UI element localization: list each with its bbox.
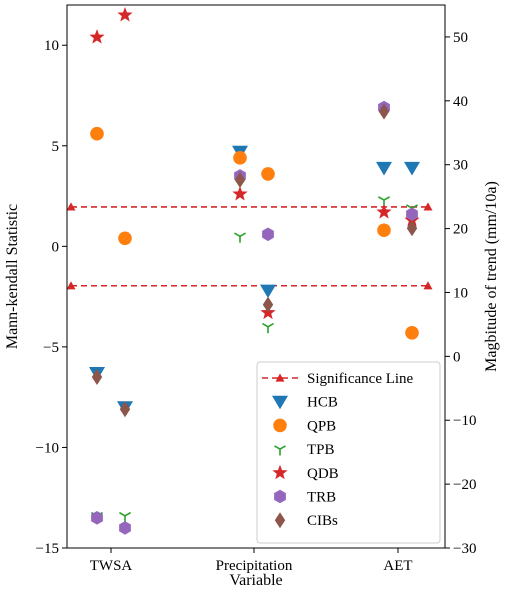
significance-marker xyxy=(423,281,433,290)
y-tick-label-left: 0 xyxy=(52,239,60,255)
legend-marker xyxy=(273,418,287,433)
plot-marks xyxy=(66,7,433,535)
series-tpb xyxy=(91,196,418,523)
data-point xyxy=(118,231,132,246)
y-tick-label-left: −15 xyxy=(36,541,59,557)
legend-marker xyxy=(274,445,286,456)
x-tick-label: Precipitation xyxy=(216,558,293,574)
x-axis-label: Variable xyxy=(229,572,282,589)
x-tick-label: TWSA xyxy=(90,558,133,574)
legend: Significance Line HCB QPB TPB QDB TRB CIBs xyxy=(256,361,441,544)
significance-marker xyxy=(423,202,433,211)
y-axis-label-left: Mann-kendall Statistic xyxy=(4,204,21,349)
legend-marker xyxy=(272,464,288,480)
legend-marker xyxy=(275,373,285,382)
series-qdb xyxy=(89,7,420,320)
data-point xyxy=(406,207,418,221)
legend-label: QDB xyxy=(307,466,339,482)
data-point xyxy=(376,161,392,176)
y-tick-label-left: −5 xyxy=(43,340,59,356)
data-point xyxy=(234,232,246,243)
y-tick-label-left: 10 xyxy=(44,38,59,54)
data-point xyxy=(262,322,274,334)
data-point xyxy=(117,7,133,22)
data-point xyxy=(405,326,419,340)
y-tick-label-right: 20 xyxy=(453,222,468,238)
data-point xyxy=(378,103,390,120)
x-tick-label: AET xyxy=(383,558,412,574)
data-point xyxy=(91,369,103,386)
y-tick-label-right: 30 xyxy=(453,158,468,174)
legend-label: Significance Line xyxy=(307,371,414,387)
data-point xyxy=(261,167,275,181)
data-point xyxy=(234,171,246,188)
series-cibs xyxy=(91,103,418,418)
y-axis-label-right: Magbitude of trend (mm/10a) xyxy=(483,181,500,372)
legend-label: CIBs xyxy=(307,513,338,529)
legend-box xyxy=(256,361,441,544)
legend-marker xyxy=(274,512,286,529)
legend-label: TPB xyxy=(307,442,335,458)
data-point xyxy=(89,29,105,44)
data-point xyxy=(119,521,131,535)
data-point xyxy=(91,511,103,525)
data-point xyxy=(404,161,420,176)
series-qpb xyxy=(90,126,419,340)
legend-marker xyxy=(272,395,288,410)
y-tick-label-right: −20 xyxy=(453,477,476,493)
data-point xyxy=(232,186,248,201)
plot-frame xyxy=(66,4,446,549)
significance-marker xyxy=(66,281,76,290)
y-tick-label-right: −30 xyxy=(453,541,476,557)
y-tick-label-right: 10 xyxy=(453,285,468,301)
significance-marker xyxy=(66,202,76,211)
data-point xyxy=(90,126,104,141)
y-tick-label-right: −10 xyxy=(453,413,476,429)
legend-label: QPB xyxy=(307,418,336,434)
y-tick-label-right: 0 xyxy=(453,349,461,365)
data-point xyxy=(233,151,247,165)
y-tick-label-right: 40 xyxy=(453,94,468,110)
data-point xyxy=(406,220,418,237)
data-point xyxy=(376,204,392,219)
legend-label: TRB xyxy=(307,490,336,506)
y-tick-label-right: 50 xyxy=(453,30,468,46)
data-point xyxy=(119,401,131,418)
legend-marker xyxy=(274,489,286,504)
y-tick-label-left: 5 xyxy=(52,139,60,155)
y-tick-label-left: −10 xyxy=(36,440,59,456)
data-point xyxy=(260,284,276,299)
data-point xyxy=(262,227,274,242)
data-point xyxy=(119,511,131,523)
legend-label: HCB xyxy=(307,395,338,411)
data-point xyxy=(377,223,391,238)
data-point xyxy=(262,296,274,313)
